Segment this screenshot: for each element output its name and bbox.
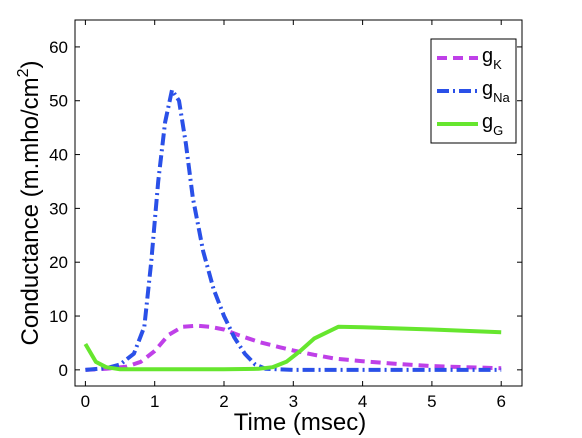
legend-entry-sub: K xyxy=(493,57,502,72)
y-tick-label: 10 xyxy=(49,307,68,326)
series-lines xyxy=(83,88,502,372)
legend-entry-k: gK xyxy=(482,45,502,72)
plot-area-frame xyxy=(74,19,523,387)
y-tick-label: 30 xyxy=(49,199,68,218)
y-tick-label: 40 xyxy=(49,146,68,165)
legend-entry-main: g xyxy=(482,111,493,133)
x-tick-label: 5 xyxy=(427,392,436,411)
x-tick-label: 1 xyxy=(150,392,159,411)
legend-entry-na: gNa xyxy=(482,78,511,105)
y-axis-label-end: ) xyxy=(17,60,44,68)
legend-entry-g: gG xyxy=(482,111,503,138)
legend-entry-main: g xyxy=(482,45,493,67)
x-tick-label: 2 xyxy=(219,392,228,411)
x-axis-label: Time (msec) xyxy=(234,409,366,436)
series-line-k xyxy=(85,323,502,372)
legend-entry-sub: G xyxy=(493,123,503,138)
x-tick-label: 3 xyxy=(289,392,298,411)
series-line-na xyxy=(85,88,502,372)
y-tick-label: 50 xyxy=(49,92,68,111)
y-axis-label: Conductance (m.mho/cm2) xyxy=(15,60,44,345)
legend-entry-sub: Na xyxy=(493,90,510,105)
y-tick-label: 20 xyxy=(49,253,68,272)
y-tick-label: 60 xyxy=(49,38,68,57)
y-axis-label-main: Conductance (m.mho/cm xyxy=(17,77,44,345)
x-tick-label: 6 xyxy=(496,392,505,411)
series-line-g xyxy=(83,324,502,372)
y-tick-label: 0 xyxy=(59,361,68,380)
y-axis-label-sup: 2 xyxy=(15,68,32,77)
x-tick-label: 4 xyxy=(358,392,367,411)
x-tick-label: 0 xyxy=(81,392,90,411)
legend-entry-main: g xyxy=(482,78,493,100)
